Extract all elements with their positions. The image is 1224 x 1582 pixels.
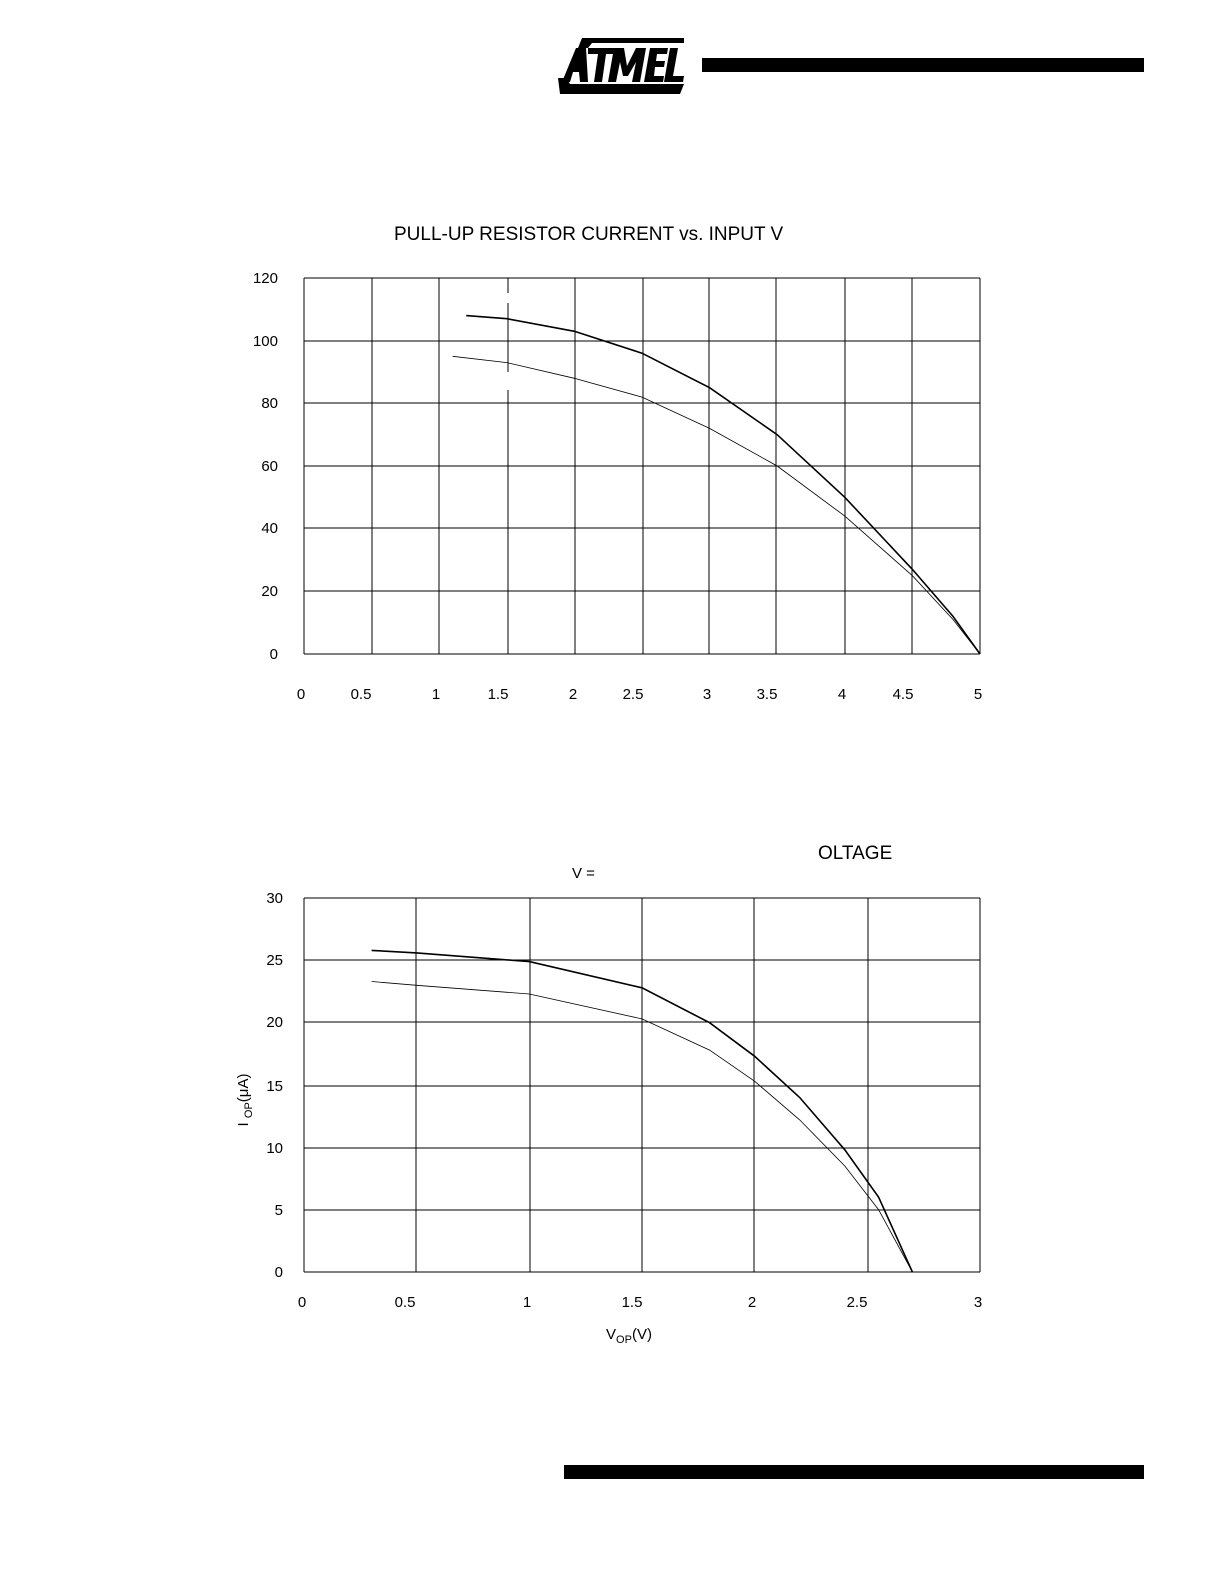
chart2-series-1-line bbox=[371, 949, 914, 1273]
chart2-y-tick-label: 25 bbox=[266, 952, 283, 969]
chart2-title: OLTAGE bbox=[818, 843, 893, 864]
chart1-x-tick-label: 3.5 bbox=[757, 686, 778, 703]
chart2-x-tick-label: 3 bbox=[974, 1294, 982, 1311]
chart2-y-tick-label: 10 bbox=[266, 1140, 283, 1157]
atmel-logo bbox=[558, 38, 684, 94]
chart1-grid-gap bbox=[503, 372, 513, 390]
chart1-x-tick-label: 2 bbox=[569, 686, 577, 703]
chart1-x-tick-label: 2.5 bbox=[623, 686, 644, 703]
chart2-x-tick-label: 2 bbox=[748, 1294, 756, 1311]
chart2-y-axis-label: I OP(μA) bbox=[235, 1074, 255, 1127]
chart2-subtitle: V = bbox=[572, 865, 595, 882]
chart1-x-tick-label: 0.5 bbox=[351, 686, 372, 703]
chart1-y-tick-label: 20 bbox=[261, 583, 278, 600]
chart1-x-tick-label: 4.5 bbox=[893, 686, 914, 703]
chart1-x-tick-label: 0 bbox=[297, 686, 305, 703]
header-rule bbox=[702, 58, 1144, 72]
chart2-series-2-line bbox=[371, 981, 913, 1273]
chart2-x-tick-label: 0.5 bbox=[395, 1294, 416, 1311]
chart2-x-tick-label: 1 bbox=[523, 1294, 531, 1311]
chart1-grid-gap bbox=[503, 293, 513, 303]
chart1-series-1-line bbox=[466, 314, 981, 655]
chart1-y-tick-label: 0 bbox=[270, 646, 278, 663]
chart2-y-tick-label: 0 bbox=[275, 1264, 283, 1281]
chart1-y-tick-label: 60 bbox=[261, 458, 278, 475]
chart2-y-tick-label: 15 bbox=[266, 1078, 283, 1095]
chart1-series-2-line bbox=[452, 355, 981, 655]
chart2-y-tick-label: 30 bbox=[266, 890, 283, 907]
chart1-x-tick-label: 3 bbox=[703, 686, 711, 703]
chart1-y-tick-label: 120 bbox=[253, 270, 278, 287]
chart2-x-axis-label: VOP(V) bbox=[606, 1326, 652, 1346]
chart2-x-tick-label: 2.5 bbox=[847, 1294, 868, 1311]
chart1-y-tick-label: 80 bbox=[261, 395, 278, 412]
chart2-y-tick-label: 5 bbox=[275, 1202, 283, 1219]
chart2-x-tick-label: 1.5 bbox=[622, 1294, 643, 1311]
chart1-x-tick-label: 5 bbox=[974, 686, 982, 703]
footer-rule bbox=[564, 1465, 1144, 1479]
chart2-y-tick-label: 20 bbox=[266, 1014, 283, 1031]
chart1-x-tick-label: 1.5 bbox=[488, 686, 509, 703]
chart1-x-tick-label: 4 bbox=[838, 686, 846, 703]
chart1-x-tick-label: 1 bbox=[432, 686, 440, 703]
chart1-y-tick-label: 100 bbox=[253, 333, 278, 350]
chart1-y-tick-label: 40 bbox=[261, 520, 278, 537]
chart2-x-tick-label: 0 bbox=[298, 1294, 306, 1311]
chart1-title: PULL-UP RESISTOR CURRENT vs. INPUT V bbox=[394, 224, 784, 245]
